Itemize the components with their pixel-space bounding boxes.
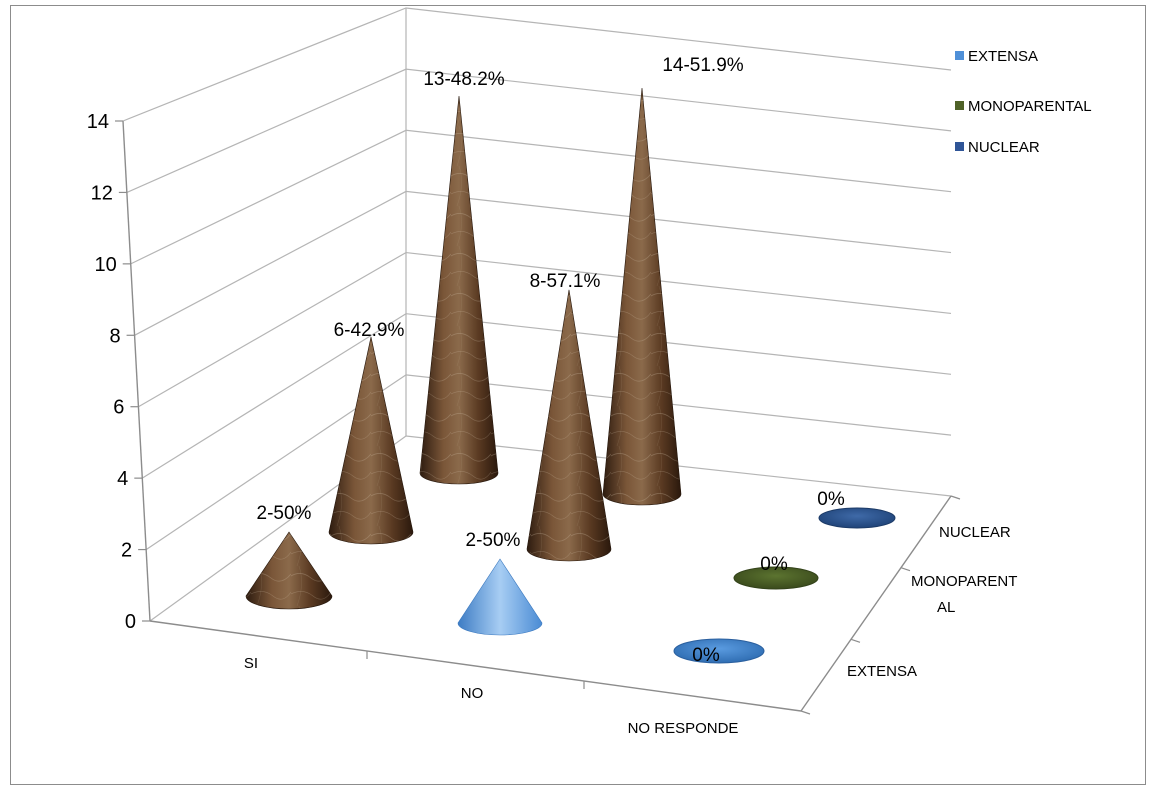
axes: [115, 8, 961, 715]
chart-frame: 0 2 4 6 8 10 12 14 SI NO NO RESPONDE NUCLEAR MONOP…: [10, 5, 1146, 785]
cone-monoparental-si: [328, 336, 414, 545]
depth-tick-0: [800, 710, 811, 715]
y-tick-label-4: 4: [117, 468, 128, 490]
depth-tick-2: [900, 567, 911, 572]
data-label-1-2: 0%: [760, 554, 788, 575]
data-label-2-0: 13-48.2%: [423, 69, 504, 90]
legend-item-nuclear: NUCLEAR: [955, 139, 1040, 156]
flat-marker-nuclear-no-responde: [818, 507, 896, 529]
flat-marker-extensa-no-responde: [673, 638, 765, 664]
data-label-0-1: 2-50%: [466, 530, 521, 551]
gridline-12: [126, 68, 952, 193]
depth-tick-label-1: MONOPARENT: [911, 573, 1017, 590]
legend-label-monoparental: MONOPARENTAL: [968, 98, 1092, 115]
depth-axis-tick-labels: NUCLEAR MONOPARENT AL EXTENSA: [847, 524, 1017, 680]
depth-tick-label-2: AL: [937, 599, 955, 616]
data-label-1-0: 6-42.9%: [334, 320, 405, 341]
y-axis-tick-labels: 0 2 4 6 8 10 12 14: [87, 111, 136, 633]
legend-label-nuclear: NUCLEAR: [968, 139, 1040, 156]
cone-monoparental-no: [526, 289, 612, 562]
cone-marks: [245, 87, 896, 664]
y-tick-label-12: 12: [91, 182, 113, 204]
chart-svg: 0 2 4 6 8 10 12 14 SI NO NO RESPONDE NUCLEAR MONOP…: [87, 7, 1092, 737]
y-tick-label-0: 0: [125, 611, 136, 633]
gridline-10: [130, 129, 952, 265]
x-axis-line: [149, 620, 802, 712]
data-label-0-2: 0%: [692, 645, 720, 666]
x-axis-tick-labels: SI NO NO RESPONDE: [244, 655, 739, 737]
legend-swatch-nuclear: [955, 142, 964, 151]
depth-tick-label-3: EXTENSA: [847, 663, 917, 680]
data-label-2-2: 0%: [817, 489, 845, 510]
legend-item-monoparental: MONOPARENTAL: [955, 98, 1092, 115]
cone-nuclear-no: [602, 87, 682, 506]
depth-tick-1: [850, 638, 861, 643]
data-label-1-1: 8-57.1%: [530, 271, 601, 292]
data-labels: 2-50% 2-50% 0% 6-42.9% 8-57.1% 0% 13-48.2% 14-5…: [257, 55, 845, 666]
y-tick-label-2: 2: [121, 540, 132, 562]
y-axis-line: [122, 120, 151, 622]
data-label-2-1: 14-51.9%: [662, 55, 743, 76]
x-tick-label-2: NO RESPONDE: [628, 720, 739, 737]
depth-axis-line: [800, 495, 952, 712]
legend-swatch-extensa: [955, 51, 964, 60]
flat-marker-monoparental-no-responde: [733, 566, 819, 590]
gridline-14: [122, 7, 952, 122]
y-tick-label-10: 10: [94, 254, 116, 276]
y-tick-label-14: 14: [87, 111, 109, 133]
data-label-0-0: 2-50%: [257, 503, 312, 524]
depth-tick-label-0: NUCLEAR: [939, 524, 1011, 541]
x-tick-label-1: NO: [461, 685, 484, 702]
depth-tick-3: [950, 495, 961, 500]
cone-extensa-no: [457, 558, 543, 636]
gridline-8: [134, 190, 952, 336]
y-tick-label-8: 8: [109, 325, 120, 347]
legend: EXTENSA MONOPARENTAL NUCLEAR: [955, 48, 1092, 156]
legend-swatch-monoparental: [955, 101, 964, 110]
cone-extensa-si: [245, 531, 333, 610]
x-tick-label-0: SI: [244, 655, 258, 672]
legend-item-extensa: EXTENSA: [955, 48, 1038, 65]
y-tick-label-6: 6: [113, 397, 124, 419]
legend-label-extensa: EXTENSA: [968, 48, 1038, 65]
cone-nuclear-si: [419, 95, 499, 485]
